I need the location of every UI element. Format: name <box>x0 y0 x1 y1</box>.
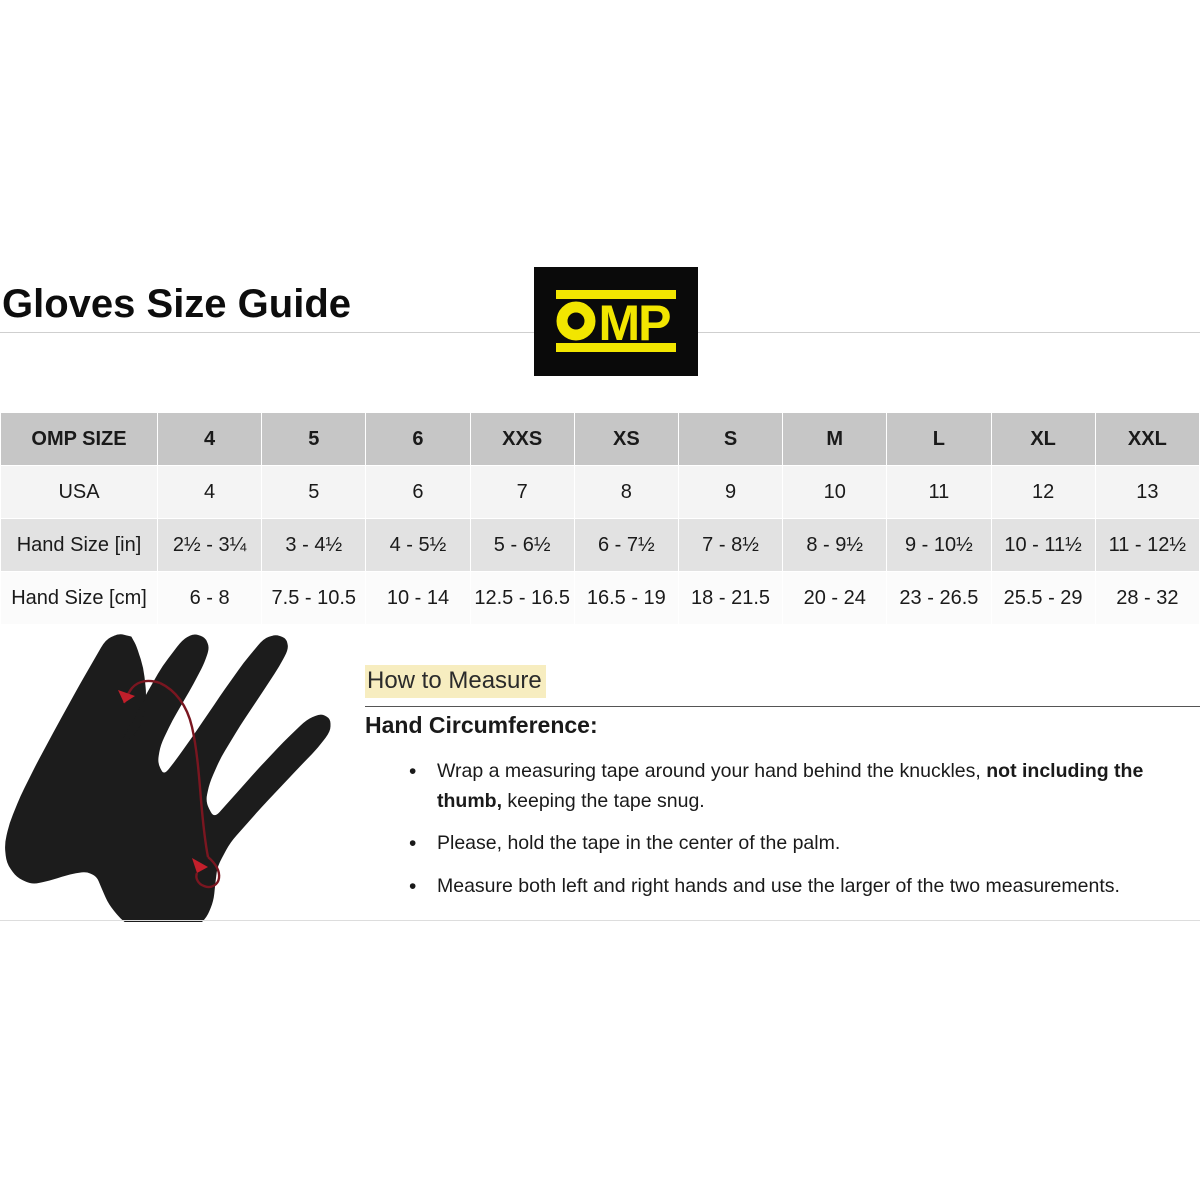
svg-text:MP: MP <box>599 295 671 351</box>
